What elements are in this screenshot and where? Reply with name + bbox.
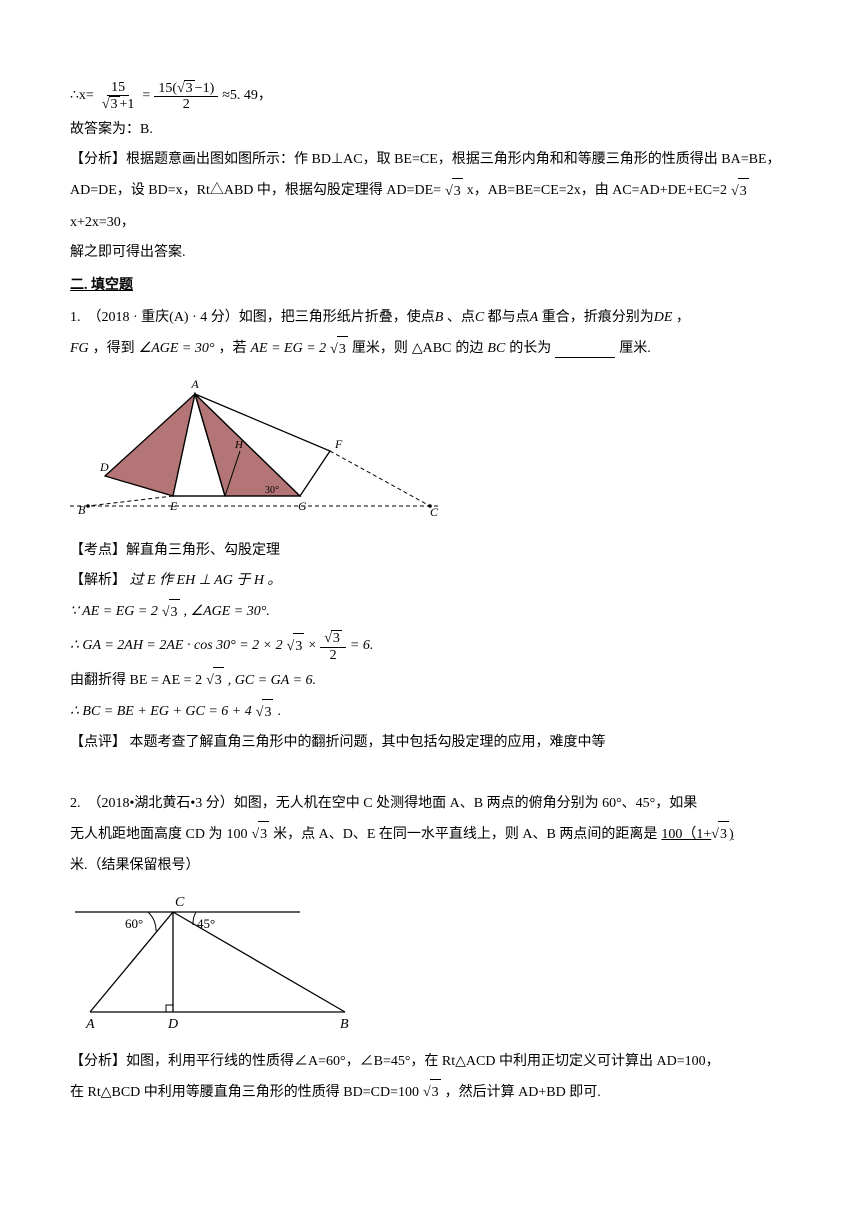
svg-text:G: G xyxy=(298,499,307,513)
figure-2: 60° 45° C A D B xyxy=(70,892,790,1037)
analysis-3: 解之即可得出答案. xyxy=(70,240,790,267)
blank-answer xyxy=(555,341,615,358)
q1-line2: ∴ GA = 2AH = 2AE · cos 30° = 2 × 23 × 3 … xyxy=(70,630,790,663)
figure-1: A B C D E F G H 30° xyxy=(70,376,790,526)
svg-text:B: B xyxy=(340,1017,349,1032)
prefix: ∴x= xyxy=(70,83,94,110)
svg-text:F: F xyxy=(334,437,343,451)
svg-text:A: A xyxy=(190,377,199,391)
svg-text:45°: 45° xyxy=(197,916,215,931)
q2-stem-3: 米.（结果保留根号） xyxy=(70,853,790,880)
analysis-1: 【分析】根据题意画出图如图所示：作 BD⊥AC，取 BE=CE，根据三角形内角和… xyxy=(70,147,790,174)
svg-text:30°: 30° xyxy=(265,485,279,496)
q1-stem-line1: 1. （2018 · 重庆(A) · 4 分）如图，把三角形纸片折叠，使点B 、… xyxy=(70,305,790,332)
svg-text:D: D xyxy=(167,1017,178,1032)
analysis-2: AD=DE，设 BD=x，Rt△ABD 中，根据勾股定理得 AD=DE= 3 x… xyxy=(70,178,790,236)
svg-text:D: D xyxy=(99,460,109,474)
q1-line4: ∴ BC = BE + EG + GC = 6 + 43. xyxy=(70,699,790,727)
frac1: 15 3+1 xyxy=(98,80,139,113)
svg-text:60°: 60° xyxy=(125,916,143,931)
svg-text:C: C xyxy=(175,895,185,910)
q2-answer: 100（1+3) xyxy=(661,821,733,849)
opening-formula: ∴x= 15 3+1 = 15(3−1) 2 ≈5. 49， xyxy=(70,80,790,113)
svg-text:B: B xyxy=(78,503,86,517)
q2-stem-1: 2. （2018•湖北黄石•3 分）如图，无人机在空中 C 处测得地面 A、B … xyxy=(70,791,790,818)
answer-text: 故答案为：B. xyxy=(70,117,790,144)
q1-line3: 由翻折得 BE = AE = 23, GC = GA = 6. xyxy=(70,667,790,695)
q1-stem-line2: FG ，得到 ∠AGE = 30° ，若 AE = EG = 23 厘米，则 △… xyxy=(70,336,790,364)
q2-analysis-2: 在 Rt△BCD 中利用等腰直角三角形的性质得 BD=CD=1003，然后计算 … xyxy=(70,1079,790,1107)
svg-text:H: H xyxy=(234,439,244,451)
q1-line1: ∵ AE = EG = 23, ∠AGE = 30°. xyxy=(70,599,790,627)
q1-exam-point: 【考点】解直角三角形、勾股定理 xyxy=(70,538,790,565)
q1-analysis-step1: 【解析】 过 E 作 EH ⊥ AG 于 H 。 xyxy=(70,568,790,595)
frac2: 15(3−1) 2 xyxy=(154,80,218,113)
svg-text:A: A xyxy=(85,1017,95,1032)
svg-text:E: E xyxy=(169,499,178,513)
q2-analysis-1: 【分析】如图，利用平行线的性质得∠A=60°，∠B=45°，在 Rt△ACD 中… xyxy=(70,1049,790,1076)
q1-comment: 【点评】 本题考查了解直角三角形中的翻折问题，其中包括勾股定理的应用，难度中等 xyxy=(70,730,790,757)
section-fill-blank: 二. 填空题 xyxy=(70,273,790,300)
q2-stem-2: 无人机距地面高度 CD 为 1003 米，点 A、D、E 在同一水平直线上，则 … xyxy=(70,821,790,849)
